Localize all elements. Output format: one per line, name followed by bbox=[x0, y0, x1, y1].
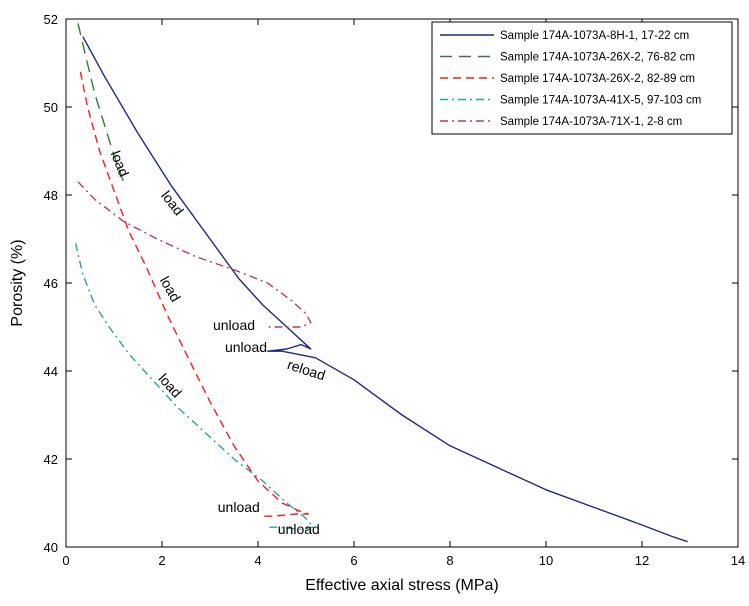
y-tick-label: 48 bbox=[44, 188, 58, 203]
annotation-label: unload bbox=[278, 521, 320, 537]
y-tick-label: 44 bbox=[44, 364, 58, 379]
x-tick-label: 8 bbox=[446, 553, 453, 568]
series-line-5 bbox=[77, 181, 312, 328]
legend-entry-label: Sample 174A-1073A-26X-2, 76-82 cm bbox=[500, 52, 695, 64]
annotation-label: unload bbox=[213, 317, 255, 333]
x-tick-label: 2 bbox=[158, 553, 165, 568]
annotation-label: unload bbox=[218, 499, 260, 515]
x-tick-label: 12 bbox=[635, 553, 649, 568]
series-line-4 bbox=[74, 243, 314, 531]
legend-entry-label: Sample 174A-1073A-8H-1, 17-22 cm bbox=[500, 30, 689, 42]
y-tick-label: 42 bbox=[44, 452, 58, 467]
x-axis-label: Effective axial stress (MPa) bbox=[305, 577, 499, 594]
annotation-label: load bbox=[108, 148, 133, 179]
x-tick-label: 14 bbox=[731, 553, 745, 568]
annotation-layer: loadloadloadloadunloadunloadreloadunload… bbox=[108, 148, 328, 537]
y-axis-label: Porosity (%) bbox=[9, 239, 26, 326]
series-line-1 bbox=[82, 36, 688, 543]
x-tick-label: 6 bbox=[350, 553, 357, 568]
annotation-label: load bbox=[158, 188, 187, 219]
annotation-label: load bbox=[155, 370, 185, 400]
x-tick-label: 0 bbox=[62, 553, 69, 568]
annotation-label: unload bbox=[225, 339, 267, 355]
series-line-2 bbox=[77, 23, 125, 183]
y-tick-label: 50 bbox=[44, 100, 58, 115]
y-tick-label: 46 bbox=[44, 276, 58, 291]
legend: Sample 174A-1073A-8H-1, 17-22 cm Sample 1… bbox=[431, 21, 733, 135]
x-tick-label: 10 bbox=[539, 553, 553, 568]
x-tick-label: 4 bbox=[254, 553, 261, 568]
annotation-label: load bbox=[157, 273, 184, 304]
legend-entry-label: Sample 174A-1073A-41X-5, 97-103 cm bbox=[500, 95, 701, 107]
legend-entry-label: Sample 174A-1073A-26X-2, 82-89 cm bbox=[500, 73, 695, 85]
y-tick-label: 52 bbox=[44, 12, 58, 27]
y-tick-label: 40 bbox=[44, 540, 58, 555]
series-line-3 bbox=[79, 71, 310, 517]
legend-entry-label: Sample 174A-1073A-71X-1, 2-8 cm bbox=[500, 116, 682, 128]
series-layer bbox=[74, 23, 688, 543]
